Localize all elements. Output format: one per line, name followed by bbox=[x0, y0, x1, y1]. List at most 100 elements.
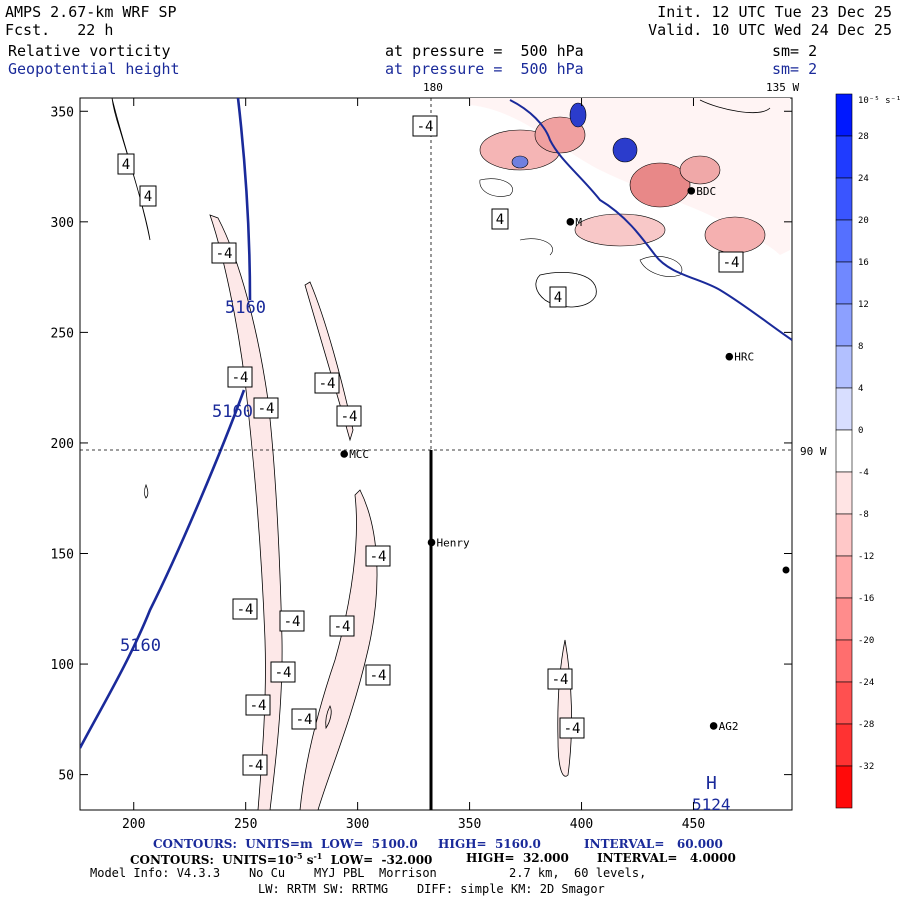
colorbar-label: 20 bbox=[858, 216, 869, 226]
vorticity-contour-info: CONTOURS: UNITS=10-5 s-1 LOW= -32.000 bbox=[130, 851, 432, 867]
station-m[interactable]: M bbox=[566, 216, 583, 229]
colorbar-segment bbox=[835, 513, 853, 557]
colorbar-label: -8 bbox=[858, 510, 869, 520]
contour-label-text: -4 bbox=[552, 672, 569, 688]
contour-label-box bbox=[253, 397, 279, 419]
contour-label-text: -4 bbox=[247, 758, 264, 774]
vorticity-contour-label: -4 bbox=[253, 397, 279, 419]
contour-label-box bbox=[329, 615, 355, 637]
height-contour-5160-lower bbox=[80, 389, 246, 749]
y-tick-label: 100 bbox=[51, 658, 74, 673]
height-contour-5160-upper bbox=[236, 98, 252, 301]
contour-label-text: -4 bbox=[319, 376, 336, 392]
y-tick-label: 250 bbox=[51, 326, 74, 341]
contour-label-text: -4 bbox=[232, 370, 249, 386]
contour-label-text: -4 bbox=[237, 602, 254, 618]
contour-label-text: -4 bbox=[258, 401, 275, 417]
x-tick-label: 350 bbox=[458, 817, 481, 832]
y-tick-label: 350 bbox=[51, 105, 74, 120]
contour-label-text: -4 bbox=[723, 255, 740, 271]
contour-label-box bbox=[227, 366, 253, 388]
station-label: BDC bbox=[696, 185, 716, 198]
high-value: 5124 bbox=[692, 795, 731, 814]
station-label: M bbox=[575, 216, 582, 229]
y-tick-label: 50 bbox=[58, 769, 74, 784]
contour-label-box bbox=[245, 694, 271, 716]
vorticity-contour-label: -4 bbox=[718, 251, 744, 273]
colorbar-label: -24 bbox=[858, 678, 874, 688]
colorbar-segment bbox=[835, 471, 853, 515]
contour-label-box bbox=[270, 661, 296, 683]
model-title: AMPS 2.67-km WRF SP bbox=[5, 3, 177, 21]
edge-station-marker bbox=[782, 566, 790, 574]
contour-label-box bbox=[365, 545, 391, 567]
vorticity-contour-label: 4 bbox=[549, 286, 567, 308]
contour-label-box bbox=[291, 708, 317, 730]
meridian-90w-label: 90 W bbox=[800, 445, 827, 458]
contour-label-text: -4 bbox=[341, 409, 358, 425]
vorticity-contour-label: -4 bbox=[245, 694, 271, 716]
colorbar-segment bbox=[835, 345, 853, 389]
vorticity-unit-sexp: -1 bbox=[313, 851, 323, 861]
station-bdc[interactable]: BDC bbox=[687, 185, 716, 198]
station-label: HRC bbox=[734, 351, 754, 364]
vorticity-unit-s: s bbox=[302, 853, 314, 867]
colorbar-label: 4 bbox=[858, 384, 863, 394]
valid-time: Valid. 10 UTC Wed 24 Dec 25 bbox=[648, 21, 892, 39]
contour-label-box bbox=[559, 717, 585, 739]
contour-label-box bbox=[412, 115, 438, 137]
contour-label-text: -4 bbox=[250, 698, 267, 714]
x-tick-label: 300 bbox=[346, 817, 369, 832]
vorticity-contour-label: 4 bbox=[491, 208, 509, 230]
height-contour-interval: INTERVAL= 60.000 bbox=[584, 837, 723, 851]
high-marker: H bbox=[706, 773, 717, 794]
colorbar-segment bbox=[835, 429, 853, 473]
contour-label-box bbox=[232, 598, 258, 620]
colorbar-segment bbox=[835, 723, 853, 767]
y-tick-label: 200 bbox=[51, 437, 74, 452]
contour-label-text: -4 bbox=[564, 721, 581, 737]
colorbar-segment bbox=[835, 219, 853, 263]
x-tick-label: 250 bbox=[234, 817, 257, 832]
contour-label-text: -4 bbox=[284, 614, 301, 630]
station-marker bbox=[725, 352, 734, 361]
vorticity-contour-interval: INTERVAL= 4.0000 bbox=[597, 851, 736, 865]
meridian-180-label: 180 bbox=[423, 81, 443, 94]
field1-smoothing: sm= 2 bbox=[772, 42, 818, 60]
contour-label-box bbox=[336, 405, 362, 427]
contour-label-box bbox=[718, 251, 744, 273]
contour-label-text: 4 bbox=[496, 212, 504, 228]
colorbar-segment bbox=[835, 177, 853, 221]
contour-label-box bbox=[314, 372, 340, 394]
station-ag2[interactable]: AG2 bbox=[709, 720, 739, 733]
station-label: MCC bbox=[349, 448, 369, 461]
colorbar-label: 8 bbox=[858, 342, 863, 352]
contour-label-text: -4 bbox=[417, 119, 434, 135]
vorticity-contour-label: -4 bbox=[547, 668, 573, 690]
vorticity-contour-label: -4 bbox=[314, 372, 340, 394]
colorbar-unit: 10⁻⁵ s⁻¹ bbox=[858, 96, 900, 106]
colorbar-label: 28 bbox=[858, 132, 869, 142]
vorticity-contour-label: -4 bbox=[242, 754, 268, 776]
field1-name: Relative vorticity bbox=[8, 42, 171, 60]
vorticity-contour-high: HIGH= 32.000 bbox=[466, 851, 569, 865]
x-tick-label: 450 bbox=[682, 817, 705, 832]
colorbar-segment bbox=[835, 303, 853, 347]
colorbar-label: -28 bbox=[858, 720, 874, 730]
station-mcc[interactable]: MCC bbox=[340, 448, 369, 461]
colorbar-segment bbox=[835, 765, 853, 809]
coastline bbox=[509, 99, 792, 341]
height-label: 5160 bbox=[212, 402, 253, 422]
vorticity-unit-base: CONTOURS: UNITS=10 bbox=[130, 853, 294, 867]
station-henry[interactable]: Henry bbox=[427, 536, 470, 549]
vorticity-low: LOW= -32.000 bbox=[322, 853, 433, 867]
contour-label-box bbox=[547, 668, 573, 690]
colorbar-label: 12 bbox=[858, 300, 869, 310]
station-marker bbox=[566, 218, 575, 226]
y-tick-label: 300 bbox=[51, 216, 74, 231]
colorbar-label: 24 bbox=[858, 174, 869, 184]
vorticity-band-mid2 bbox=[299, 489, 378, 810]
colorbar-segment bbox=[835, 555, 853, 599]
contour-label-box bbox=[279, 610, 305, 632]
station-hrc[interactable]: HRC bbox=[725, 351, 755, 364]
